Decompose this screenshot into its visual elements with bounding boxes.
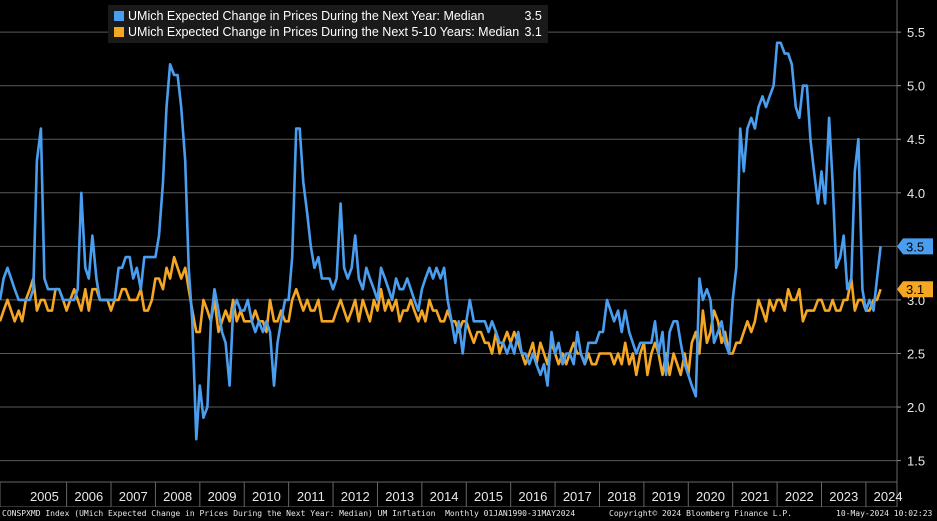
x-tick-label: 2007: [119, 489, 148, 504]
last-value-markers: 3.5 3.1: [897, 238, 933, 298]
last-value-marker-1: 3.1: [897, 281, 933, 298]
legend-item-next-year: UMich Expected Change in Prices During t…: [114, 8, 542, 24]
x-tick-label: 2008: [163, 489, 192, 504]
footer-timestamp: 10-May-2024 10:02:23: [836, 509, 933, 518]
x-tick-label: 2006: [74, 489, 103, 504]
x-tick-label: 2015: [474, 489, 503, 504]
x-tick-label: 2014: [430, 489, 459, 504]
legend-item-5-10-years: UMich Expected Change in Prices During t…: [114, 24, 542, 40]
x-tick-label: 2024: [874, 489, 903, 504]
x-axis-tick-labels: 2005 2006 2007 2008 2009 2010 2011 2012 2013 2014…: [30, 482, 903, 507]
legend-value-5-10-years: 3.1: [524, 25, 542, 39]
x-tick-label: 2011: [297, 489, 325, 504]
legend-label-5-10-years: UMich Expected Change in Prices During t…: [128, 25, 520, 39]
y-tick-label: 5.5: [907, 25, 925, 40]
x-tick-label: 2017: [563, 489, 592, 504]
footer: CONSPXMD Index (UMich Expected Change in…: [0, 507, 937, 521]
x-tick-label: 2018: [607, 489, 636, 504]
y-tick-label: 4.5: [907, 132, 925, 147]
legend-value-next-year: 3.5: [524, 9, 542, 23]
last-value-label: 3.5: [906, 239, 924, 254]
last-value-tag: [897, 281, 933, 298]
last-value-label: 3.1: [906, 282, 924, 297]
y-tick-label: 2.5: [907, 346, 925, 361]
legend-swatch-5-10-years: [114, 27, 124, 37]
x-tick-label: 2023: [829, 489, 858, 504]
x-tick-label: 2010: [252, 489, 281, 504]
legend-swatch-next-year: [114, 11, 124, 21]
y-tick-label: 4.0: [907, 186, 925, 201]
y-tick-label: 5.0: [907, 79, 925, 94]
x-tick-label: 2020: [696, 489, 725, 504]
series-line-1: [0, 255, 882, 377]
footer-copyright: Copyright© 2024 Bloomberg Finance L.P.: [609, 509, 793, 518]
last-value-tag: [897, 238, 933, 255]
x-tick-label: 2012: [341, 489, 370, 504]
x-tick-label: 2016: [518, 489, 547, 504]
x-tick-label: 2019: [652, 489, 681, 504]
legend-label-next-year: UMich Expected Change in Prices During t…: [128, 9, 485, 23]
series-lines: [0, 41, 882, 441]
footer-source: CONSPXMD Index (UMich Expected Change in…: [2, 509, 576, 518]
x-tick-label: 2022: [785, 489, 814, 504]
y-tick-label: 1.5: [907, 454, 925, 469]
y-tick-label: 2.0: [907, 400, 925, 415]
last-value-marker-0: 3.5: [897, 238, 933, 255]
legend: UMich Expected Change in Prices During t…: [108, 5, 548, 43]
x-axis-band: [0, 481, 898, 507]
series-line-0: [0, 41, 882, 441]
line-chart: 1.52.02.53.03.54.04.55.05.5 200520062007…: [0, 0, 933, 507]
x-tick-label: 2021: [740, 489, 769, 504]
x-tick-label: 2009: [208, 489, 237, 504]
x-tick-label: 2013: [385, 489, 414, 504]
x-tick-label: 2005: [30, 489, 59, 504]
